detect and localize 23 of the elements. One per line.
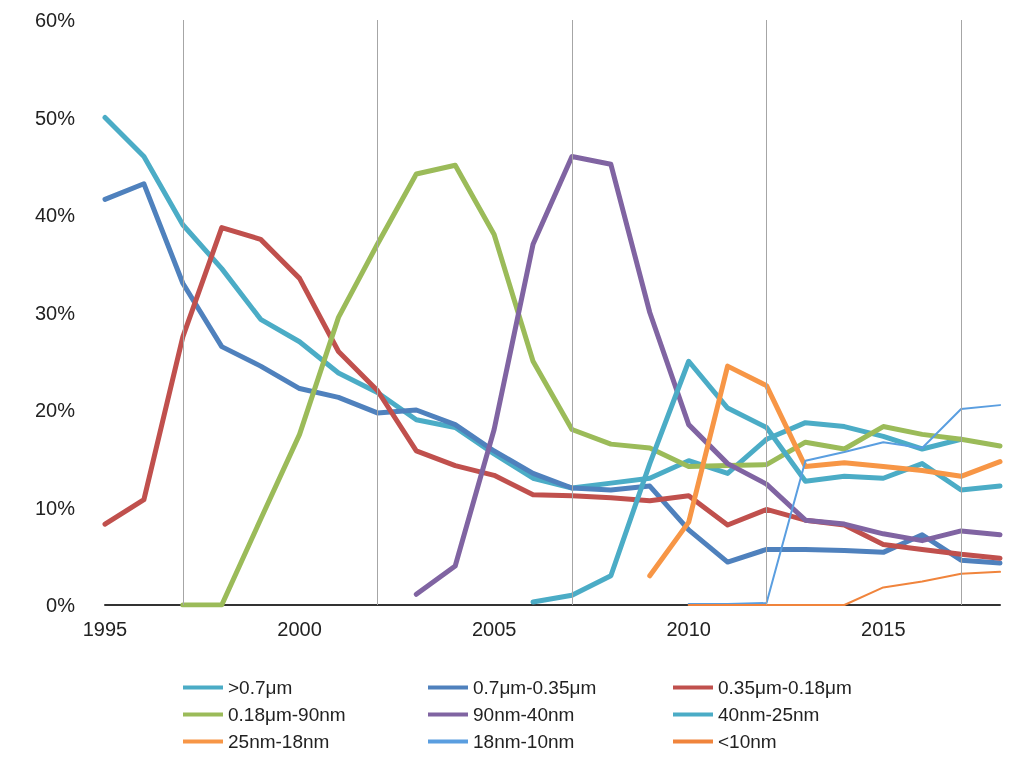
legend-label: <10nm <box>718 731 777 752</box>
legend-label: 0.35μm-0.18μm <box>718 677 852 698</box>
legend-label: 90nm-40nm <box>473 704 575 725</box>
y-tick-label: 20% <box>34 399 76 421</box>
legend-label: 25nm-18nm <box>228 731 330 752</box>
legend-label: 18nm-10nm <box>473 731 575 752</box>
y-tick-label: 0% <box>46 594 76 616</box>
y-tick-label: 40% <box>34 204 76 226</box>
line-series <box>687 570 1001 606</box>
y-tick-label: 30% <box>34 301 76 324</box>
legend-label: 40nm-25nm <box>718 704 820 725</box>
x-tick-label: 2010 <box>666 618 711 640</box>
y-tick-label: 10% <box>34 496 76 519</box>
legend-label: >0.7μm <box>228 677 293 698</box>
y-tick-label: 60% <box>34 9 76 31</box>
legend-label: 0.18μm-90nm <box>228 704 346 725</box>
legend-label: 0.7μm-0.35μm <box>473 677 597 698</box>
x-tick-label: 2015 <box>861 618 906 640</box>
x-tick-label: 2005 <box>471 618 517 640</box>
line-series <box>687 404 1001 606</box>
x-tick-label: 2000 <box>277 618 322 640</box>
y-tick-label: 50% <box>34 106 76 129</box>
x-tick-label: 1995 <box>82 618 128 640</box>
